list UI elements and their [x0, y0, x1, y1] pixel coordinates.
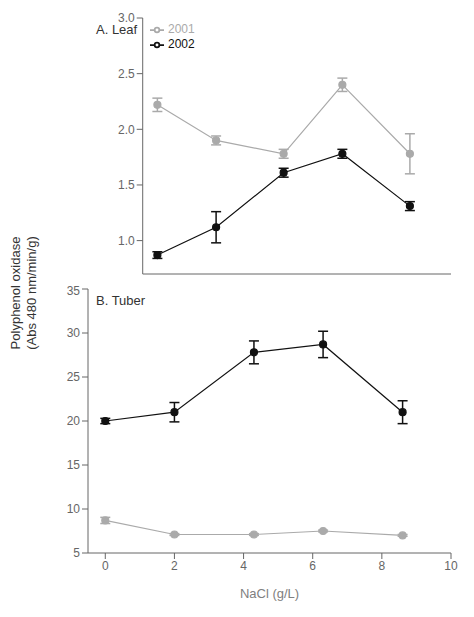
- svg-text:2.0: 2.0: [118, 123, 135, 137]
- svg-text:8: 8: [379, 559, 386, 573]
- svg-text:2.5: 2.5: [118, 67, 135, 81]
- html-text:2002: 2002: [168, 36, 195, 51]
- svg-text:NaCl (g/L): NaCl (g/L): [240, 586, 299, 601]
- svg-text:35: 35: [67, 284, 81, 298]
- svg-text:25: 25: [67, 370, 81, 384]
- svg-text:6: 6: [309, 559, 316, 573]
- svg-text:10: 10: [444, 559, 458, 573]
- svg-text:0: 0: [102, 559, 109, 573]
- svg-text:2: 2: [171, 559, 178, 573]
- svg-text:20: 20: [67, 414, 81, 428]
- svg-text:4: 4: [240, 559, 247, 573]
- html-text:2001: 2001: [168, 22, 195, 36]
- svg-text:5: 5: [73, 546, 80, 560]
- html-text:A. Leaf: A. Leaf: [96, 22, 138, 37]
- html-text:B. Tuber: B. Tuber: [96, 293, 146, 308]
- svg-text:1.5: 1.5: [118, 178, 135, 192]
- svg-text:15: 15: [67, 458, 81, 472]
- svg-text:3.0: 3.0: [118, 11, 135, 26]
- svg-text:30: 30: [67, 326, 81, 340]
- svg-text:Polyphenol oxidase(Abs 480 nm/: Polyphenol oxidase(Abs 480 nm/min/g): [8, 236, 39, 349]
- svg-text:10: 10: [67, 502, 81, 516]
- svg-text:1.0: 1.0: [118, 234, 135, 248]
